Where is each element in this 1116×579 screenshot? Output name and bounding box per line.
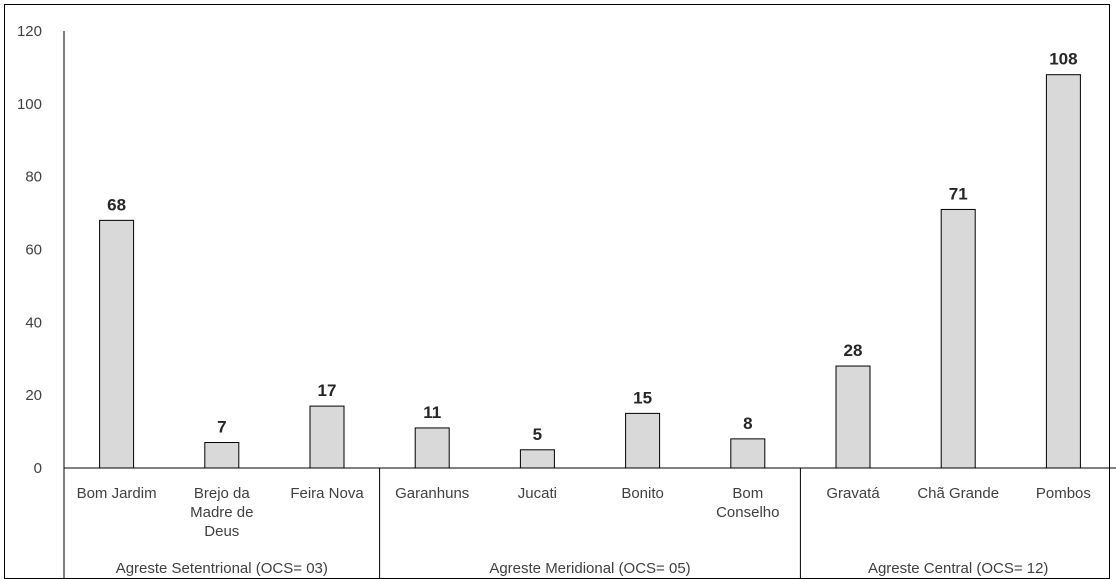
y-tick-label: 100 [17, 96, 42, 113]
data-label: 11 [423, 403, 441, 422]
category-label: Gravatá [826, 485, 880, 502]
bar [835, 365, 871, 469]
bars: 68 7 17 11 5 15 8 28 71 108 [99, 50, 1081, 469]
category-label: Bonito [621, 485, 664, 502]
group-label: Agreste Central (OCS= 12) [868, 560, 1049, 577]
bar [1045, 74, 1081, 469]
bar [940, 208, 976, 469]
data-label: 108 [1049, 50, 1077, 69]
category-label-line: Madre de [190, 504, 253, 521]
y-tick-label: 120 [17, 23, 42, 40]
category-label-line: Garanhuns [395, 485, 469, 502]
category-label-line: Conselho [716, 504, 779, 521]
category-label-line: Gravatá [826, 485, 880, 502]
y-tick-label: 80 [25, 169, 42, 186]
data-label: 7 [217, 418, 226, 437]
y-tick-label: 40 [25, 314, 42, 331]
bar [204, 442, 240, 469]
category-label-line: Bom Jardim [77, 485, 157, 502]
data-label: 8 [743, 414, 752, 433]
category-label: Pombos [1036, 485, 1091, 502]
category-label: Feira Nova [290, 485, 364, 502]
category-label-line: Bom [732, 485, 763, 502]
x-axis: Bom Jardim Brejo da Madre de Deus Feira Nova… [63, 467, 1116, 578]
category-label: Jucati [518, 485, 557, 502]
category-label-line: Chã Grande [917, 485, 999, 502]
category-label: Garanhuns [395, 485, 469, 502]
category-label: Chã Grande [917, 485, 999, 502]
y-tick-label: 20 [25, 387, 42, 404]
category-label-line: Deus [204, 523, 239, 540]
data-label: 28 [844, 341, 863, 360]
data-label: 17 [318, 381, 337, 400]
category-label-line: Bonito [621, 485, 664, 502]
category-label: Bom Jardim [77, 485, 157, 502]
data-label: 68 [107, 195, 126, 214]
category-label-line: Feira Nova [290, 485, 364, 502]
category-label-line: Pombos [1036, 485, 1091, 502]
data-label: 71 [949, 184, 968, 203]
bar [99, 219, 135, 469]
bar [730, 438, 766, 469]
bar [625, 412, 661, 469]
category-label-line: Brejo da [194, 485, 251, 502]
bar [309, 405, 345, 469]
bar [414, 427, 450, 469]
category-label-line: Jucati [518, 485, 557, 502]
data-label: 15 [633, 388, 652, 407]
y-axis: 0 20 40 60 80 100 120 [17, 23, 65, 477]
category-label: Bom Conselho [716, 485, 779, 521]
chart-frame [4, 4, 1110, 579]
data-label: 5 [533, 425, 542, 444]
y-tick-label: 60 [25, 242, 42, 259]
y-tick-label: 0 [34, 460, 42, 477]
group-label: Agreste Meridional (OCS= 05) [489, 560, 690, 577]
category-label: Brejo da Madre de Deus [190, 485, 253, 540]
bar [519, 449, 555, 469]
group-label: Agreste Setentrional (OCS= 03) [116, 560, 328, 577]
